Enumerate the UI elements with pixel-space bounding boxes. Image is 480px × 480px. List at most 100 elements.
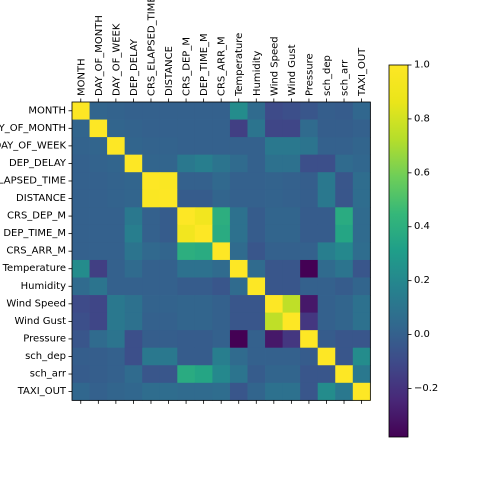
- colorbar-gradient: [389, 65, 408, 437]
- heatmap-cell: [212, 172, 231, 191]
- heatmap-cell: [212, 312, 231, 331]
- heatmap-cell: [89, 119, 108, 138]
- heatmap-cell: [107, 207, 126, 226]
- heatmap-cell: [265, 154, 283, 173]
- heatmap-cell: [335, 119, 354, 138]
- heatmap-cell: [229, 172, 248, 191]
- heatmap-cell: [317, 312, 336, 331]
- heatmap-cell: [265, 207, 283, 226]
- heatmap-cell: [72, 330, 90, 349]
- heatmap-cell: [300, 382, 319, 401]
- heatmap-cell: [335, 207, 354, 226]
- column-tick-label: DAY_OF_MONTH: [94, 15, 105, 96]
- heatmap-cell: [194, 154, 213, 173]
- heatmap-cell: [300, 207, 319, 226]
- heatmap-cell: [177, 365, 196, 384]
- heatmap-cell: [107, 137, 126, 156]
- heatmap-cell: [72, 119, 90, 138]
- column-tick-label: Temperature: [234, 33, 245, 97]
- heatmap-cell: [247, 102, 266, 120]
- heatmap-cell: [107, 295, 126, 313]
- heatmap-cell: [107, 365, 126, 384]
- heatmap-cell: [335, 277, 354, 296]
- heatmap-cell: [177, 347, 196, 366]
- heatmap-cell: [124, 312, 143, 331]
- heatmap-cell: [247, 224, 266, 243]
- heatmap-cell: [335, 242, 354, 261]
- row-tick-labels: MONTH DAY_OF_MONTH DAY_OF_WEEK DEP_DELAY CRS…: [0, 105, 72, 397]
- heatmap-cell: [282, 347, 301, 366]
- heatmap-cell: [194, 102, 213, 120]
- heatmap-cell: [265, 259, 283, 278]
- heatmap-cell: [352, 242, 371, 261]
- row-tick-label: DISTANCE: [16, 193, 66, 204]
- heatmap-cell: [124, 207, 143, 226]
- heatmap-cell: [107, 382, 126, 401]
- heatmap-cell: [335, 382, 354, 401]
- row-tick-label: Humidity: [21, 281, 66, 292]
- heatmap-cell: [124, 295, 143, 313]
- column-tick-label: TAXI_OUT: [357, 47, 368, 97]
- heatmap-cell: [300, 154, 319, 173]
- heatmap-cell: [335, 295, 354, 313]
- heatmap-cell: [335, 172, 354, 191]
- heatmap-cell: [72, 259, 90, 278]
- heatmap-cell: [124, 259, 143, 278]
- heatmap-cell: [159, 347, 178, 366]
- heatmap-cell: [142, 154, 161, 173]
- heatmap-cell: [282, 259, 301, 278]
- heatmap-cell: [194, 277, 213, 296]
- heatmap-cell: [282, 154, 301, 173]
- heatmap-cell: [72, 365, 90, 384]
- heatmap-cell: [300, 347, 319, 366]
- heatmap-cell: [265, 312, 283, 331]
- heatmap-cell: [247, 119, 266, 138]
- heatmap-cell: [282, 242, 301, 261]
- heatmap-cell: [317, 172, 336, 191]
- heatmap-cell: [212, 382, 231, 401]
- heatmap-cell: [212, 295, 231, 313]
- heatmap-cell: [142, 347, 161, 366]
- heatmap-cell: [352, 154, 371, 173]
- column-tick-label: Wind Speed: [269, 36, 280, 96]
- heatmap-cell: [124, 172, 143, 191]
- heatmap-cell: [300, 189, 319, 208]
- heatmap-cell: [317, 330, 336, 349]
- heatmap-cell: [72, 242, 90, 261]
- heatmap-cell: [212, 154, 231, 173]
- heatmap-cell: [247, 277, 266, 296]
- heatmap-cell: [194, 224, 213, 243]
- heatmap-cell: [159, 382, 178, 401]
- heatmap-cell: [72, 312, 90, 331]
- heatmap-cell: [352, 102, 371, 120]
- heatmap-cell: [177, 102, 196, 120]
- heatmap-cell: [194, 137, 213, 156]
- row-tick-label: Wind Speed: [6, 298, 66, 309]
- column-tick-label: DISTANCE: [164, 46, 175, 96]
- heatmap-cell: [89, 365, 108, 384]
- heatmap-cell: [247, 312, 266, 331]
- heatmap-cell: [159, 137, 178, 156]
- heatmap-cell: [72, 137, 90, 156]
- heatmap-cell: [265, 242, 283, 261]
- heatmap-cell: [247, 154, 266, 173]
- heatmap-cell: [159, 119, 178, 138]
- heatmap-cell: [142, 382, 161, 401]
- colorbar-tick-label: 0.8: [414, 113, 430, 124]
- heatmap-cell: [142, 259, 161, 278]
- heatmap-cell: [72, 295, 90, 313]
- heatmap-cell: [352, 207, 371, 226]
- column-tick-label: sch_dep: [322, 55, 333, 96]
- heatmap-cell: [282, 137, 301, 156]
- heatmap-cell: [282, 207, 301, 226]
- heatmap-cell: [124, 277, 143, 296]
- heatmap-cell: [335, 312, 354, 331]
- heatmap-cell: [317, 382, 336, 401]
- heatmap-cell: [247, 330, 266, 349]
- heatmap-cell: [107, 172, 126, 191]
- heatmap-cell: [229, 382, 248, 401]
- heatmap-cell: [282, 365, 301, 384]
- row-tick-label: sch_dep: [25, 351, 66, 362]
- heatmap-cell: [177, 119, 196, 138]
